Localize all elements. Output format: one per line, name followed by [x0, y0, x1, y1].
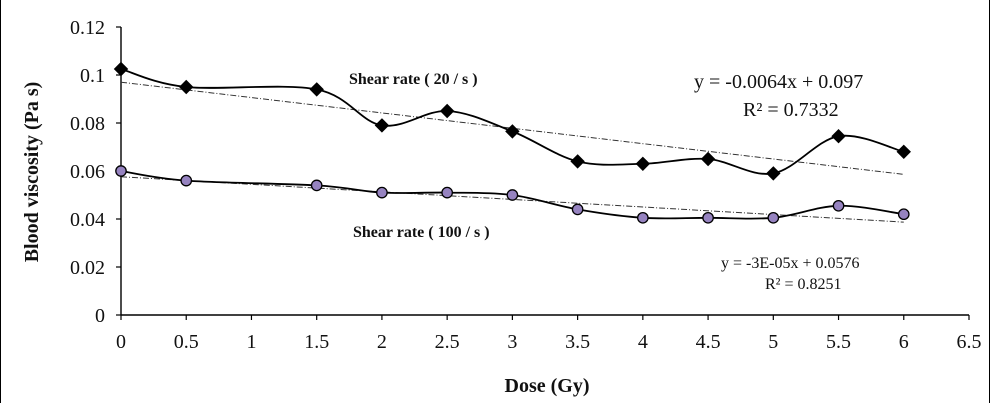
data-point-shear-100 — [506, 189, 519, 201]
series-markers — [113, 61, 911, 224]
series-label-shear-20: Shear rate ( 20 / s ) — [349, 71, 478, 88]
data-point-shear-100 — [115, 165, 127, 177]
x-axis: 0 0.5 1 1.5 2 2.5 3 3.5 4 4.5 5 5.5 6 6.5 — [116, 314, 982, 353]
x-tick-label: 5.5 — [826, 331, 851, 353]
x-tick-label: 5 — [768, 331, 778, 353]
trend-equation-shear-100: y = -3E-05x + 0.0576 — [721, 255, 859, 272]
y-tick-label: 0.02 — [70, 257, 105, 279]
data-point-shear-100 — [310, 179, 323, 192]
data-point-shear-100 — [180, 174, 193, 187]
data-point-shear-20 — [896, 144, 911, 160]
data-point-shear-100 — [767, 211, 780, 224]
x-tick-label: 6.5 — [957, 331, 982, 353]
x-tick-label: 2 — [377, 331, 387, 353]
x-tick-label: 3.5 — [565, 331, 590, 353]
data-point-shear-20 — [700, 151, 716, 167]
y-tick-label: 0.04 — [70, 209, 105, 231]
data-point-shear-20 — [766, 166, 781, 181]
data-point-shear-20 — [570, 154, 585, 169]
x-tick-label: 4 — [638, 331, 648, 353]
y-tick-label: 0.08 — [70, 113, 105, 135]
y-axis: 0 0.02 0.04 0.06 0.08 0.1 0.12 — [70, 17, 122, 327]
data-point-shear-100 — [441, 186, 454, 199]
y-axis-title: Blood viscosity (Pa s) — [21, 82, 43, 263]
series-label-shear-100: Shear rate ( 100 / s ) — [353, 224, 490, 241]
x-axis-title: Dose (Gy) — [505, 375, 590, 397]
data-point-shear-20 — [831, 128, 846, 144]
y-tick-label: 0.06 — [70, 161, 105, 183]
y-tick-label: 0.12 — [70, 17, 105, 39]
x-tick-label: 4.5 — [696, 331, 721, 353]
data-point-shear-20 — [374, 118, 390, 133]
data-point-shear-20 — [439, 103, 455, 119]
data-point-shear-20 — [309, 82, 324, 97]
data-point-shear-100 — [702, 211, 714, 224]
trend-r2-shear-100: R² = 0.8251 — [765, 276, 842, 293]
data-point-shear-20 — [505, 124, 520, 139]
y-tick-label: 0 — [95, 305, 105, 327]
y-tick-label: 0.1 — [80, 65, 105, 87]
x-tick-label: 2.5 — [435, 331, 460, 353]
trend-equation-shear-20: y = -0.0064x + 0.097 — [694, 71, 863, 93]
data-point-shear-100 — [636, 211, 649, 224]
x-tick-label: 1.5 — [304, 331, 329, 353]
data-point-shear-100 — [571, 203, 584, 216]
data-point-shear-20 — [113, 61, 129, 77]
series-line-shear-20 — [120, 68, 904, 175]
x-tick-label: 3 — [507, 331, 517, 353]
data-point-shear-100 — [897, 208, 910, 221]
x-tick-label: 6 — [899, 331, 909, 353]
x-tick-label: 0 — [116, 331, 126, 353]
x-tick-label: 0.5 — [174, 331, 199, 353]
trend-r2-shear-20: R² = 0.7332 — [743, 99, 839, 121]
x-tick-label: 1 — [246, 331, 256, 353]
data-point-shear-20 — [179, 79, 194, 95]
data-point-shear-20 — [635, 156, 651, 172]
data-point-shear-100 — [832, 199, 845, 212]
data-point-shear-100 — [376, 186, 388, 199]
